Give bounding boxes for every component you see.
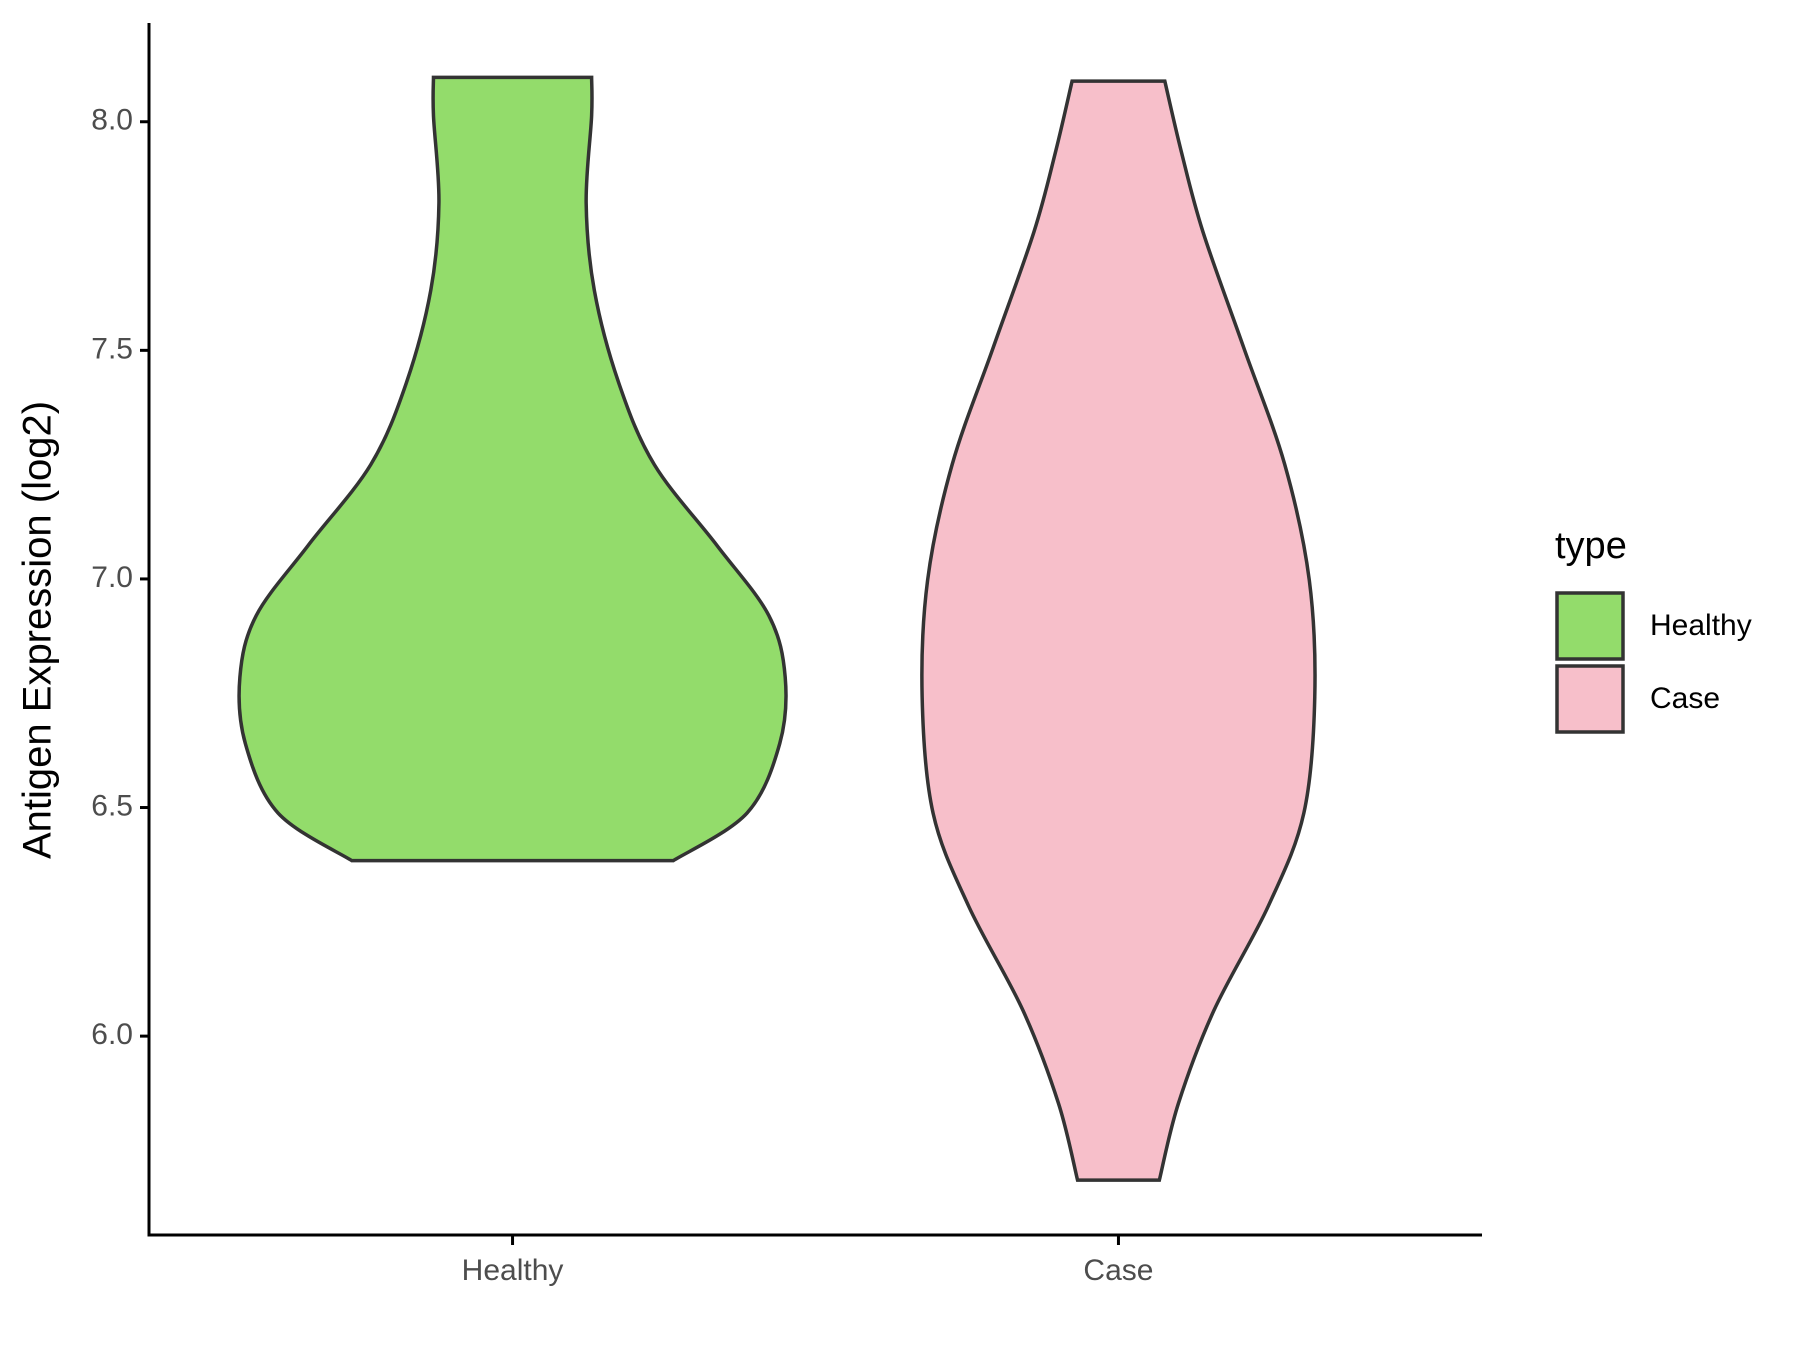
y-tick-label: 7.5 bbox=[91, 332, 133, 365]
legend-key bbox=[1555, 664, 1625, 734]
y-tick-label: 7.0 bbox=[91, 561, 133, 594]
legend-label: Case bbox=[1650, 682, 1720, 715]
legend-key bbox=[1555, 591, 1625, 661]
y-tick-label: 8.0 bbox=[91, 104, 133, 137]
y-axis-title: Antigen Expression (log2) bbox=[16, 401, 60, 859]
y-tick-label: 6.5 bbox=[91, 789, 133, 822]
violin bbox=[920, 79, 1317, 1182]
x-tick-label: Case bbox=[1083, 1254, 1153, 1287]
violin bbox=[237, 75, 788, 863]
y-tick-label: 6.0 bbox=[91, 1018, 133, 1051]
x-tick-label: Healthy bbox=[462, 1254, 564, 1287]
legend-title: type bbox=[1555, 525, 1627, 567]
legend-label: Healthy bbox=[1650, 609, 1752, 642]
